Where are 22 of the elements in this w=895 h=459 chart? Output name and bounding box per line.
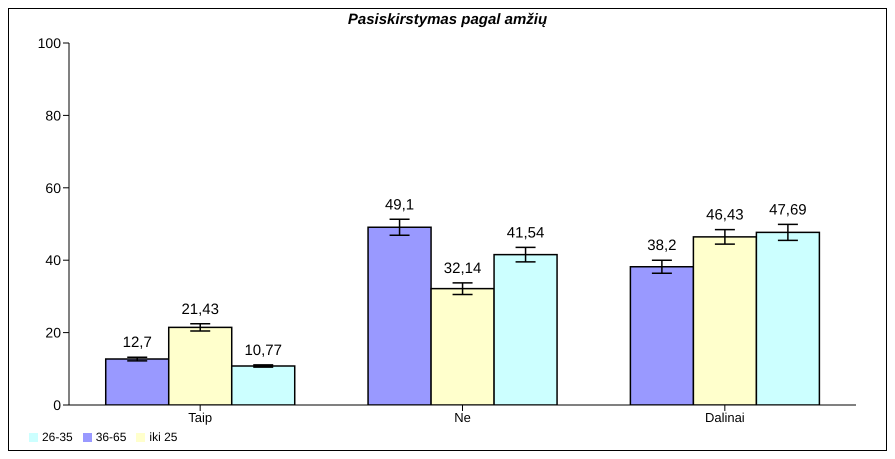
data-label: 38,2 [647,237,676,254]
data-label: 47,69 [769,201,807,218]
data-label: 49,1 [384,196,414,214]
data-label: 41,54 [506,224,544,242]
y-tick-label: 60 [45,180,62,196]
data-label: 12,7 [122,334,152,352]
x-tick-label: Taip [188,410,212,426]
x-tick-label: Dalinai [704,410,745,426]
data-label: 32,14 [444,260,482,277]
data-label: 46,43 [706,206,744,224]
y-tick-label: 0 [53,396,62,413]
x-tick-label: Ne [454,410,471,426]
y-tick-label: 80 [45,107,62,124]
legend-label: 36-65 [96,430,126,444]
data-label: 21,43 [181,300,219,318]
y-tick-label: 20 [45,324,62,341]
legend-label: iki 25 [149,430,178,444]
y-tick-label: 100 [38,34,62,51]
y-tick-label: 40 [45,252,62,268]
legend-label: 26-35 [42,430,73,444]
chart-title: Pasiskirstymas pagal amžių [346,11,548,29]
data-label: 10,77 [244,342,282,359]
